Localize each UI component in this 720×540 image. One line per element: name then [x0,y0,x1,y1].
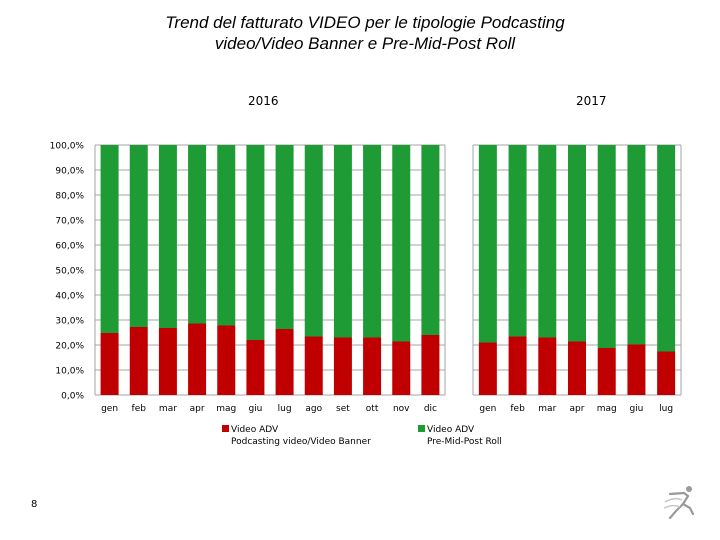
bar-podcasting [246,340,265,395]
bar-podcasting [333,337,352,395]
legend-label-podcasting-2: Podcasting video/Video Banner [231,437,371,447]
bar-preroll [568,145,586,342]
bar-preroll [538,145,557,338]
x-tick-label: apr [190,404,205,414]
x-tick-label: feb [510,404,525,414]
bar-preroll [657,145,676,352]
legend-label-preroll-1: Video ADV [427,425,475,435]
bar-podcasting [275,329,294,395]
y-tick-label: 20,0% [55,342,84,352]
bar-preroll [421,145,440,335]
y-tick-label: 40,0% [55,292,84,302]
legend-podcasting: Video ADV Podcasting video/Video Banner [222,424,371,448]
title-line-1: Trend del fatturato VIDEO per le tipolog… [165,13,565,32]
page-number: 8 [31,499,38,510]
x-tick-label: mag [216,404,236,414]
bar-preroll [392,145,411,342]
x-tick-label: lug [278,404,292,414]
panel-title-2017: 2017 [576,94,607,108]
x-tick-label: lug [659,404,673,414]
bar-preroll [188,145,207,324]
y-tick-label: 60,0% [55,242,84,252]
x-tick-label: feb [132,404,147,414]
bar-podcasting [568,341,586,395]
y-tick-label: 70,0% [55,217,84,227]
legend-label-podcasting-1: Video ADV [231,425,279,435]
y-tick-label: 10,0% [55,367,84,377]
y-tick-label: 80,0% [55,192,84,202]
bar-podcasting [304,336,323,395]
x-tick-label: giu [629,404,643,414]
bar-preroll [508,145,527,337]
x-tick-label: mar [538,404,556,414]
bar-podcasting [538,337,557,395]
bar-podcasting [188,323,207,395]
x-tick-label: mar [159,404,177,414]
bar-podcasting [478,342,497,395]
y-tick-label: 50,0% [55,267,84,277]
y-tick-label: 100,0% [50,142,85,152]
x-tick-label: dic [424,404,437,414]
bar-podcasting [363,337,382,395]
bar-preroll [627,145,646,345]
bar-preroll [246,145,265,340]
bar-preroll [478,145,497,343]
bar-podcasting [627,344,646,395]
bar-podcasting [158,328,177,395]
title-line-2: video/Video Banner e Pre-Mid-Post Roll [214,34,516,53]
running-figure-icon [663,486,695,520]
x-tick-label: set [336,404,350,414]
bar-podcasting [100,333,119,395]
bar-podcasting [217,325,236,395]
x-tick-label: mag [597,404,617,414]
bar-podcasting [392,341,411,395]
bar-preroll [129,145,148,327]
bar-preroll [217,145,236,326]
x-tick-label: gen [479,404,496,414]
bar-podcasting [508,336,527,395]
y-tick-label: 30,0% [55,317,84,327]
bar-preroll [100,145,119,333]
chart-title: Trend del fatturato VIDEO per le tipolog… [0,12,720,54]
bar-preroll [304,145,323,337]
legend-preroll: Video ADV Pre-Mid-Post Roll [418,424,502,448]
x-tick-label: ott [366,404,379,414]
legend-label-preroll-2: Pre-Mid-Post Roll [427,437,502,447]
bar-podcasting [421,335,440,395]
bar-podcasting [657,351,676,395]
bar-preroll [363,145,382,338]
bar-preroll [333,145,352,338]
y-tick-label: 90,0% [55,167,84,177]
x-tick-label: apr [570,404,585,414]
x-tick-label: gen [101,404,118,414]
bar-podcasting [597,348,616,395]
bar-preroll [158,145,177,328]
x-tick-label: giu [248,404,262,414]
x-tick-label: ago [305,404,322,414]
y-tick-label: 0,0% [61,392,84,402]
bar-preroll [597,145,616,348]
legend-swatch-podcasting [222,425,229,432]
panel-title-2016: 2016 [248,94,279,108]
bar-preroll [275,145,294,329]
legend-swatch-preroll [418,425,425,432]
x-tick-label: nov [393,404,410,414]
bar-podcasting [129,327,148,395]
